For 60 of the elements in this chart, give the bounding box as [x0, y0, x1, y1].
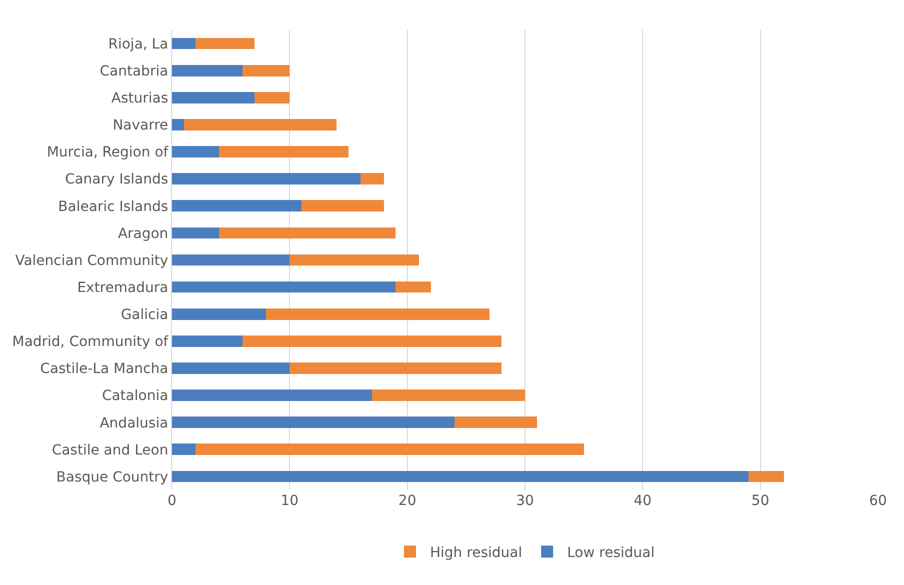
bar [372, 390, 525, 401]
y-tick-label: Balearic Islands [58, 198, 168, 215]
bar [748, 470, 784, 482]
y-tick-label: Castile-La Mancha [40, 361, 168, 378]
y-tick-label: Galicia [120, 307, 168, 324]
y-tick-label: Valencian Community [15, 252, 168, 269]
bar [242, 64, 290, 76]
bar [454, 416, 537, 428]
y-tick-label: Asturias [111, 90, 168, 107]
y-tick-label: Murcia, Region of [46, 144, 170, 161]
bar [172, 38, 196, 50]
bar [172, 470, 749, 482]
y-tick-label: Castile and Leon [52, 442, 168, 458]
x-tick-label: 20 [398, 493, 416, 509]
bar [360, 173, 384, 185]
y-tick-label: Rioja, La [108, 36, 168, 52]
y-tick-label: Catalonia [102, 388, 168, 404]
y-tick-label: Extremadura [77, 280, 168, 296]
y-tick-label: Madrid, Community of [12, 334, 170, 350]
x-tick-label: 0 [168, 493, 176, 509]
legend-label: High residual [430, 545, 522, 562]
bar [290, 362, 502, 374]
bar [172, 362, 290, 374]
y-tick-label: Basque Country [56, 469, 168, 486]
bar [172, 146, 220, 158]
bar [184, 119, 337, 130]
bar [172, 64, 243, 76]
bar [196, 38, 254, 50]
bar [301, 200, 384, 212]
y-tick-label: Cantabria [100, 63, 168, 80]
bar [172, 444, 196, 456]
bar [196, 444, 584, 456]
x-tick-label: 30 [516, 493, 534, 509]
bar [172, 119, 184, 130]
bar [266, 308, 490, 320]
x-tick-label: 40 [634, 493, 652, 509]
bar [219, 146, 348, 158]
bar [172, 308, 266, 320]
bar [172, 416, 454, 428]
y-tick-label: Navarre [112, 118, 168, 134]
bar [172, 200, 302, 212]
bar [219, 227, 396, 239]
bar [172, 281, 396, 293]
bar [172, 92, 254, 104]
bar [172, 173, 360, 185]
bar [172, 254, 290, 266]
y-tick-label: Andalusia [100, 415, 168, 432]
bar [290, 254, 420, 266]
x-tick-label: 10 [280, 493, 299, 509]
x-tick-label: 50 [751, 493, 770, 509]
y-tick-label: Aragon [118, 226, 168, 242]
bar [172, 227, 220, 239]
bar [242, 335, 502, 347]
legend-label: Low residual [567, 545, 655, 562]
bar [172, 390, 372, 401]
y-tick-label: Canary Islands [64, 172, 168, 188]
bar [396, 281, 431, 293]
bar [254, 92, 290, 104]
bar [172, 335, 243, 347]
x-tick-label: 60 [869, 493, 887, 509]
